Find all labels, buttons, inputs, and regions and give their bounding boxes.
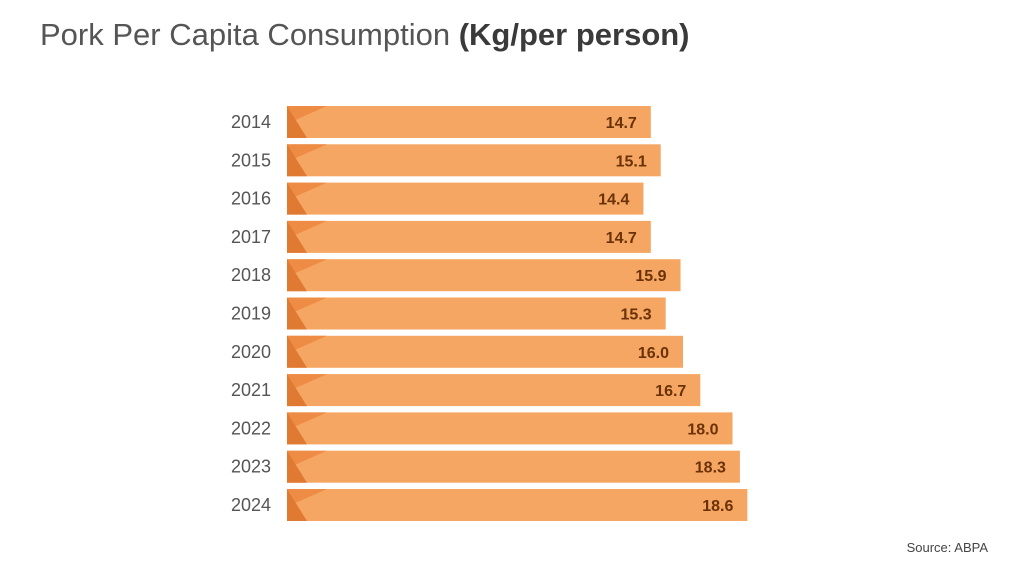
bar-row: 2020 16.0	[231, 335, 683, 368]
bar-accent-bottom	[287, 297, 307, 330]
chart-title: Pork Per Capita Consumption (Kg/per pers…	[40, 16, 690, 54]
bar-accent-top	[287, 412, 327, 430]
bar	[287, 335, 683, 368]
value-label: 16.0	[638, 345, 669, 362]
value-label: 16.7	[655, 383, 686, 400]
bar-accent-top	[287, 374, 327, 392]
bar	[287, 259, 681, 292]
bar-row: 2021 16.7	[231, 374, 701, 407]
bar-accent-top	[287, 297, 327, 316]
bar	[287, 182, 644, 215]
bar	[287, 297, 666, 330]
bar-accent-top	[287, 450, 327, 469]
source-note: Source: ABPA	[906, 540, 988, 555]
bar-row: 2019 15.3	[231, 297, 666, 330]
value-label: 15.9	[635, 268, 666, 285]
bar	[287, 412, 733, 445]
value-label: 18.0	[687, 421, 718, 438]
value-label: 14.7	[606, 230, 637, 247]
bar-row: 2022 18.0	[231, 412, 733, 445]
bar-accent-bottom	[287, 106, 307, 138]
chart-title-main: Pork Per Capita Consumption	[40, 17, 451, 52]
bar-accent-top	[287, 489, 327, 507]
bar-accent-top	[287, 259, 327, 277]
value-label: 15.3	[621, 307, 652, 324]
bar-row: 2024 18.6	[231, 489, 748, 521]
category-label: 2020	[231, 342, 271, 362]
category-label: 2023	[231, 457, 271, 477]
bar-accent-bottom	[287, 220, 307, 253]
bar-accent-bottom	[287, 182, 307, 215]
category-label: 2014	[231, 112, 271, 132]
bar-accent-bottom	[287, 412, 307, 445]
value-label: 18.3	[695, 460, 726, 477]
bar	[287, 489, 748, 521]
bar-accent-bottom	[287, 489, 307, 521]
category-label: 2015	[231, 150, 271, 170]
bar-accent-top	[287, 220, 327, 239]
category-label: 2016	[231, 189, 271, 209]
bar-accent-top	[287, 182, 327, 201]
bar	[287, 450, 740, 483]
category-label: 2021	[231, 380, 271, 400]
chart-title-unit: (Kg/per person)	[458, 17, 690, 52]
bar-row: 2015 15.1	[231, 144, 661, 177]
value-label: 14.7	[606, 115, 637, 132]
bar-row: 2017 14.7	[231, 220, 651, 253]
category-label: 2018	[231, 265, 271, 285]
bar-accent-bottom	[287, 335, 307, 368]
value-label: 14.4	[598, 192, 629, 209]
bar-accent-top	[287, 335, 327, 354]
bar	[287, 374, 701, 407]
bar-accent-top	[287, 144, 327, 162]
bar-accent-bottom	[287, 450, 307, 483]
bar-accent-bottom	[287, 374, 307, 407]
bar-accent-bottom	[287, 259, 307, 292]
bar	[287, 144, 661, 177]
bar-row: 2014 14.7	[231, 106, 651, 138]
category-label: 2024	[231, 495, 271, 515]
bar-accent-bottom	[287, 144, 307, 177]
category-label: 2022	[231, 418, 271, 438]
bar	[287, 106, 651, 138]
value-label: 15.1	[616, 153, 647, 170]
category-label: 2017	[231, 227, 271, 247]
bar-row: 2018 15.9	[231, 259, 681, 292]
bar-row: 2023 18.3	[231, 450, 740, 483]
bar-accent-top	[287, 106, 327, 124]
category-label: 2019	[231, 304, 271, 324]
value-label: 18.6	[702, 498, 733, 515]
bar	[287, 220, 651, 253]
bar-row: 2016 14.4	[231, 182, 644, 215]
